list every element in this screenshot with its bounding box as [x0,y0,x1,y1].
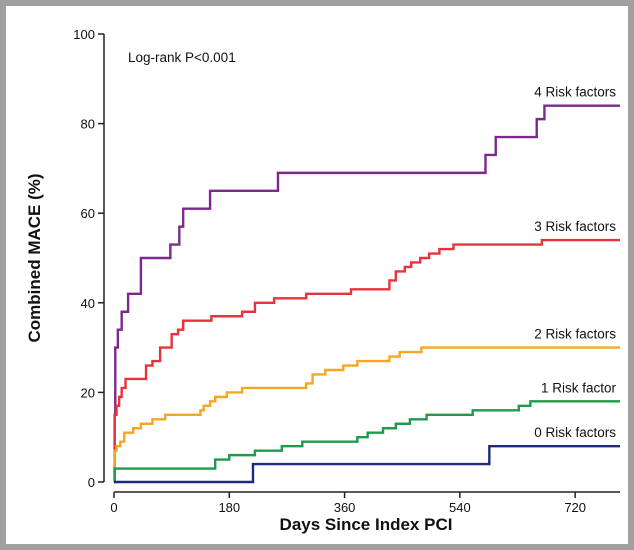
x-tick-label: 360 [334,500,356,515]
series-lines [113,104,620,484]
series-labels: 4 Risk factors 3 Risk factors 2 Risk facto… [534,85,616,440]
x-tick-label: 540 [449,500,471,515]
series-label-3: 1 Risk factor [541,380,617,395]
x-axis-title: Days Since Index PCI [280,515,453,534]
series-line-4 [114,444,620,484]
x-tick-label: 180 [218,500,240,515]
y-tick-label: 0 [88,475,95,490]
series-label-4: 0 Risk factors [534,425,616,440]
y-tick-label: 100 [73,27,95,42]
series-label-0: 4 Risk factors [534,85,616,100]
y-tick-label: 20 [81,385,95,400]
y-tick-label: 40 [81,296,95,311]
series-label-2: 2 Risk factors [534,327,616,342]
log-rank-annotation: Log-rank P<0.001 [128,50,236,65]
series-line-1 [113,238,620,484]
y-tick-label: 80 [81,117,95,132]
y-tick-label: 60 [81,206,95,221]
x-tick-label: 0 [110,500,117,515]
series-line-2 [113,346,620,484]
x-tick-label: 720 [564,500,586,515]
series-line-0 [113,104,620,484]
series-label-1: 3 Risk factors [534,219,616,234]
y-axis-title: Combined MACE (%) [25,173,44,342]
axes: 0 20 40 60 80 100 0 180 360 540 720 [73,27,620,515]
series-line-3 [113,400,620,484]
